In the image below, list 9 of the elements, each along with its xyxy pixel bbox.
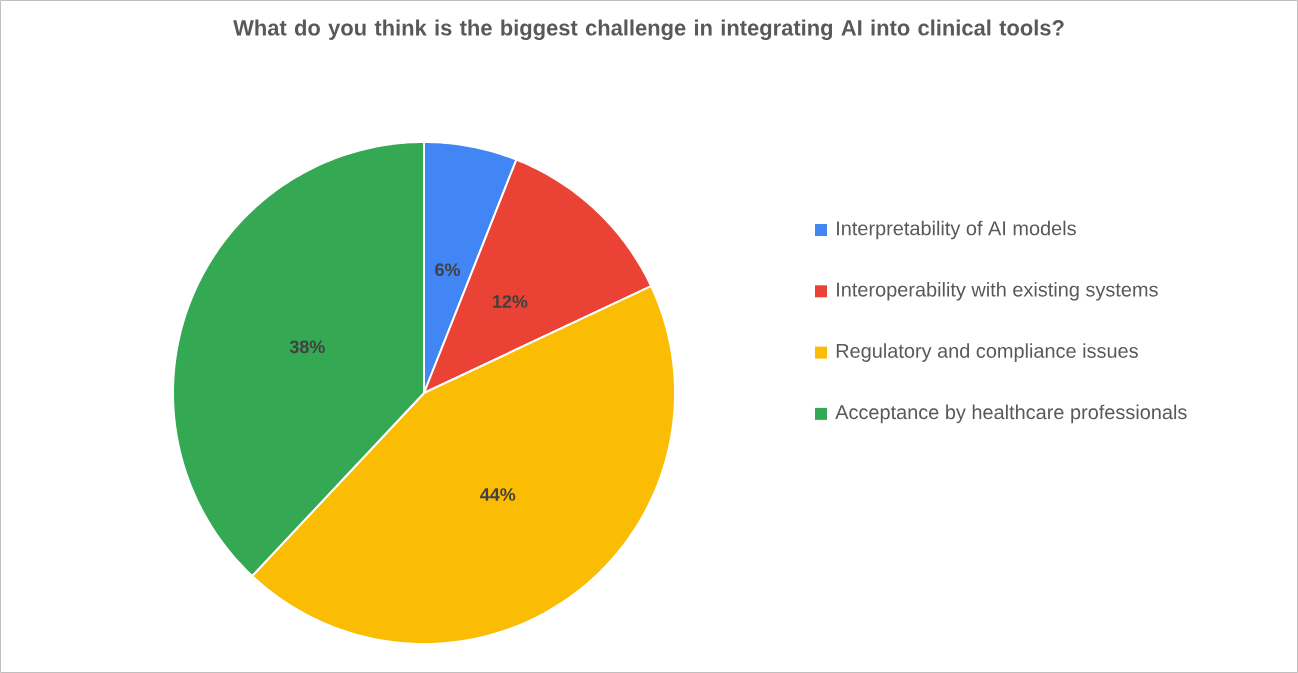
chart-title: What do you think is the biggest challenge in integrating AI into clinical tools? [233,19,1064,41]
data-label: 44% [480,488,516,501]
legend-label: Interoperability with existing systems [837,282,1158,301]
legend-label: Regulatory and compliance issues [836,343,1138,362]
legend-label: Acceptance by healthcare professionals [835,404,1187,424]
data-label: 38% [289,340,325,354]
data-label: 6% [435,263,461,277]
legend-label: Interpretability of AI models [837,220,1076,240]
data-label: 12% [493,295,528,308]
